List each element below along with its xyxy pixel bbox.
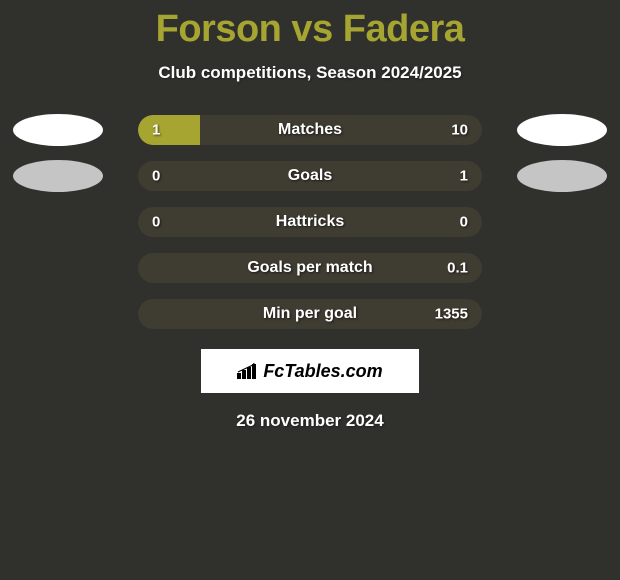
player-avatar-right <box>517 114 607 146</box>
bar-row: 0 Goals 1 <box>138 161 482 191</box>
bar-label: Goals per match <box>247 259 372 277</box>
bar-row: 1 Matches 10 <box>138 115 482 145</box>
bar-label: Matches <box>278 121 342 139</box>
bar-value-left: 0 <box>152 168 160 185</box>
bar-row: 0 Hattricks 0 <box>138 207 482 237</box>
bar-container: 0 Goals 1 <box>138 161 482 191</box>
logo-text: FcTables.com <box>263 361 382 382</box>
bar-value-right: 1 <box>460 168 468 185</box>
bar-container: Min per goal 1355 <box>138 299 482 329</box>
player-avatar-left <box>13 114 103 146</box>
player-avatar-left <box>13 160 103 192</box>
comparison-chart: 1 Matches 10 0 Goals 1 0 Hattricks 0 <box>0 115 620 329</box>
bar-container: 0 Hattricks 0 <box>138 207 482 237</box>
bar-row: Min per goal 1355 <box>138 299 482 329</box>
bar-label: Goals <box>288 167 332 185</box>
bar-value-right: 0.1 <box>447 260 468 277</box>
logo-box: FcTables.com <box>201 349 419 393</box>
date-text: 26 november 2024 <box>0 411 620 431</box>
bar-row: Goals per match 0.1 <box>138 253 482 283</box>
bar-value-right: 1355 <box>435 306 468 323</box>
bar-container: Goals per match 0.1 <box>138 253 482 283</box>
bar-value-left: 1 <box>152 122 160 139</box>
bar-value-left: 0 <box>152 214 160 231</box>
bar-label: Hattricks <box>276 213 344 231</box>
bar-label: Min per goal <box>263 305 357 323</box>
subtitle: Club competitions, Season 2024/2025 <box>0 63 620 83</box>
bar-value-right: 0 <box>460 214 468 231</box>
bar-value-right: 10 <box>451 122 468 139</box>
page-title: Forson vs Fadera <box>0 0 620 51</box>
bar-fill-left <box>138 115 200 145</box>
bar-chart-icon <box>237 363 259 379</box>
bar-container: 1 Matches 10 <box>138 115 482 145</box>
player-avatar-right <box>517 160 607 192</box>
